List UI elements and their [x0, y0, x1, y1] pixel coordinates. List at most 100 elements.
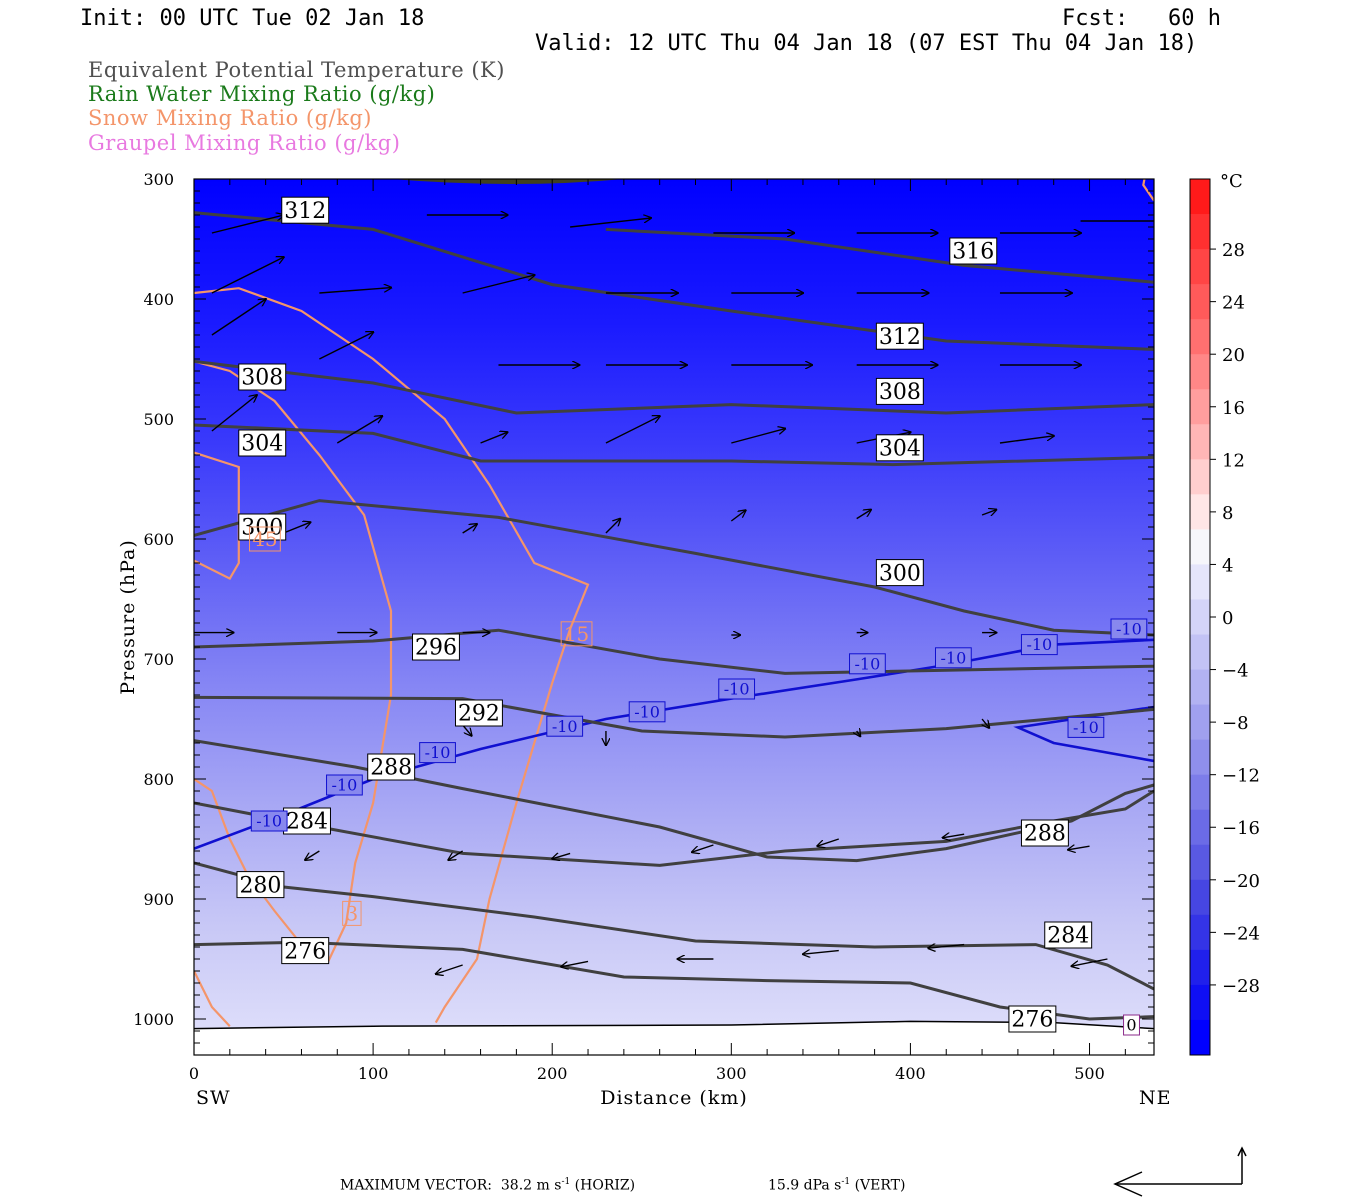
- legend-graupel: Graupel Mixing Ratio (g/kg): [88, 131, 401, 155]
- horiz-suffix: (HORIZ): [570, 1177, 636, 1194]
- theta-e-label-284-box: [283, 807, 331, 835]
- wind-vector: [1068, 846, 1090, 850]
- snow-label-3: 3: [342, 900, 362, 926]
- forecast-hour: Fcst: 60 h: [1062, 6, 1221, 31]
- isotherm-label-box: [326, 774, 363, 796]
- isotherm-label-text: -10: [1116, 620, 1142, 639]
- theta-e-label-288-box: [367, 753, 416, 781]
- isotherm-label-text: -10: [724, 680, 750, 699]
- theta-e-label-304-box: [238, 429, 287, 457]
- surface-line: [194, 1020, 1154, 1030]
- colorbar-segment: [1190, 1019, 1210, 1056]
- theta-e-label-304-text: 304: [241, 432, 283, 457]
- snow-label-45: 45: [249, 526, 281, 552]
- colorbar-label: 28: [1222, 240, 1245, 261]
- snow-contour-15: [194, 287, 590, 1024]
- theta-e-label-280: 280: [236, 871, 285, 899]
- theta-e-label-300: 300: [875, 559, 924, 586]
- wind-vector: [319, 288, 391, 294]
- wind-vector: [731, 429, 785, 444]
- theta-e-label-296-box: [412, 633, 460, 661]
- colorbar-label: −12: [1222, 766, 1260, 787]
- isotherm-label: -10: [718, 678, 756, 700]
- colorbar-segment: [1190, 914, 1210, 951]
- isotherm-label-box: [1110, 618, 1148, 640]
- colorbar-segment: [1190, 249, 1210, 285]
- theta-e-label-304: 304: [238, 429, 287, 457]
- colorbar-unit: °C: [1220, 171, 1243, 192]
- theta-e-label-276-box: [1008, 1005, 1057, 1033]
- theta-e-label-280-box: [236, 871, 285, 899]
- colorbar-segment: [1190, 424, 1210, 460]
- reference-vector: [1113, 1146, 1247, 1197]
- graupel-label-text: 0: [1126, 1016, 1136, 1035]
- theta-e-label-276-text: 276: [1011, 1008, 1053, 1033]
- theta-e-contour-276: [194, 940, 1154, 1021]
- wind-vector: [817, 838, 839, 846]
- x-tick-label: 0: [189, 1064, 199, 1083]
- theta-e-contour-296: [194, 628, 1154, 675]
- x-right-label: NE: [1139, 1087, 1172, 1109]
- isotherm-label-box: [1020, 634, 1058, 656]
- isotherm-label: -10: [628, 701, 666, 723]
- y-tick-label: 400: [143, 290, 174, 309]
- y-tick-label: 600: [143, 530, 174, 549]
- colorbar: °C 28 24 20 16 12 8 4 0 −4 −8 −12 −16 −20 −24 −28: [1189, 171, 1260, 1056]
- theta-e-label-284-box: [1044, 921, 1093, 949]
- theta-e-label-308-box: [238, 363, 287, 391]
- legend-theta-e: Equivalent Potential Temperature (K): [88, 58, 505, 82]
- snow-label-15-text: 15: [564, 622, 589, 646]
- snow-label-3-box: [342, 900, 362, 926]
- isotherm-minus10: [194, 638, 1154, 850]
- isotherm-label-text: -10: [855, 654, 881, 673]
- legend-rain: Rain Water Mixing Ratio (g/kg): [88, 82, 436, 106]
- colorbar-label: −20: [1222, 871, 1260, 892]
- wind-vector: [319, 332, 373, 360]
- wind-vector: [928, 945, 965, 949]
- theta-e-label-288-text: 288: [1024, 822, 1066, 847]
- y-tick-label: 1000: [133, 1010, 174, 1029]
- colorbar-label: 16: [1222, 398, 1245, 419]
- theta-e-contour-312: [194, 211, 1154, 351]
- colorbar-label: −4: [1222, 661, 1249, 682]
- wind-vector: [605, 519, 620, 534]
- wind-vector: [730, 510, 745, 522]
- colorbar-segment: [1190, 214, 1210, 250]
- theta-e-label-300-text: 300: [879, 561, 921, 586]
- wind-vector: [211, 215, 284, 234]
- theta-e-contour-300: [194, 499, 1154, 637]
- isotherm-label: -10: [250, 810, 288, 832]
- colorbar-segment: [1190, 284, 1210, 320]
- colorbar-segment: [1190, 389, 1210, 425]
- theta-e-label-276: 276: [281, 937, 330, 965]
- vert-value: 15.9 dPa s: [768, 1177, 842, 1194]
- snow-contour-4: [1142, 179, 1154, 202]
- isotherm-label-text: -10: [332, 776, 358, 795]
- colorbar-segment: [1190, 494, 1210, 530]
- y-tick-label: 300: [143, 170, 174, 189]
- snow-contour-45: [194, 451, 240, 581]
- theta-e-label-284: 284: [283, 807, 331, 835]
- theta-e-contour-280: [194, 861, 1154, 991]
- wind-vector: [462, 724, 472, 736]
- colorbar-segment: [1190, 809, 1210, 846]
- theta-e-label-312: 312: [875, 322, 924, 350]
- colorbar-label: 0: [1222, 608, 1233, 629]
- theta-e-label-308-text: 308: [241, 366, 283, 391]
- colorbar-segment: [1190, 669, 1210, 706]
- isotherm-label: -10: [419, 742, 456, 764]
- legend-snow: Snow Mixing Ratio (g/kg): [88, 106, 372, 130]
- isotherm-label: -10: [546, 715, 584, 737]
- vert-suffix: (VERT): [850, 1177, 906, 1194]
- wind-vector: [448, 850, 464, 860]
- wind-vector: [462, 524, 477, 534]
- isotherm-label-box: [250, 810, 288, 832]
- theta-e-contour-316: [605, 227, 1154, 284]
- theta-e-label-300-text: 300: [241, 516, 283, 541]
- wind-vector: [305, 850, 320, 860]
- colorbar-label: 12: [1222, 450, 1245, 471]
- isotherm-label: -10: [1020, 634, 1058, 656]
- x-left-label: SW: [196, 1087, 231, 1109]
- vert-vector-label: 15.9 dPa s-1 (VERT): [768, 1177, 905, 1194]
- theta-e-label-276-box: [281, 937, 330, 965]
